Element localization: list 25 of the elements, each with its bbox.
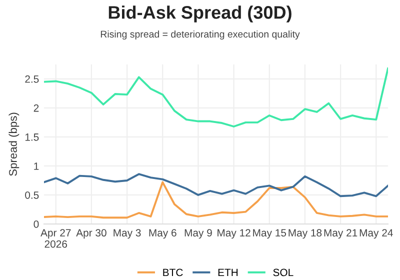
x-tick-label: May 9	[184, 229, 212, 239]
x-tick-label: May 15	[253, 229, 286, 239]
line-series	[44, 181, 388, 219]
y-tick-label: 1.5	[25, 134, 39, 141]
legend-label: BTC	[163, 268, 183, 276]
x-tick-label: May 18	[288, 229, 322, 239]
legend-label: ETH	[218, 268, 238, 276]
x-tick-label: May 24	[360, 229, 393, 239]
line-series	[44, 173, 388, 198]
y-tick-label: 0	[34, 220, 39, 228]
y-tick-label: 2.5	[25, 75, 39, 83]
x-tick-label: Apr 27 2026	[40, 229, 71, 248]
chart-title: Bid-Ask Spread (30D)	[108, 6, 292, 22]
x-tick-label: Apr 30	[76, 229, 106, 239]
line-series	[44, 67, 388, 128]
chart-subtitle: Rising spread = deteriorating execution quality	[100, 30, 300, 40]
y-tick-label: 2	[34, 104, 39, 112]
x-tick-label: May 6	[149, 229, 176, 239]
y-axis-title: Spread (bps)	[8, 112, 20, 176]
x-tick-label: May 3	[114, 229, 141, 239]
y-tick-label: 1	[34, 162, 39, 170]
legend-label: SOL	[273, 268, 294, 276]
x-tick-label: May 21	[324, 229, 358, 239]
x-tick-label: May 12	[218, 229, 250, 239]
y-tick-label: 0.5	[25, 191, 39, 199]
